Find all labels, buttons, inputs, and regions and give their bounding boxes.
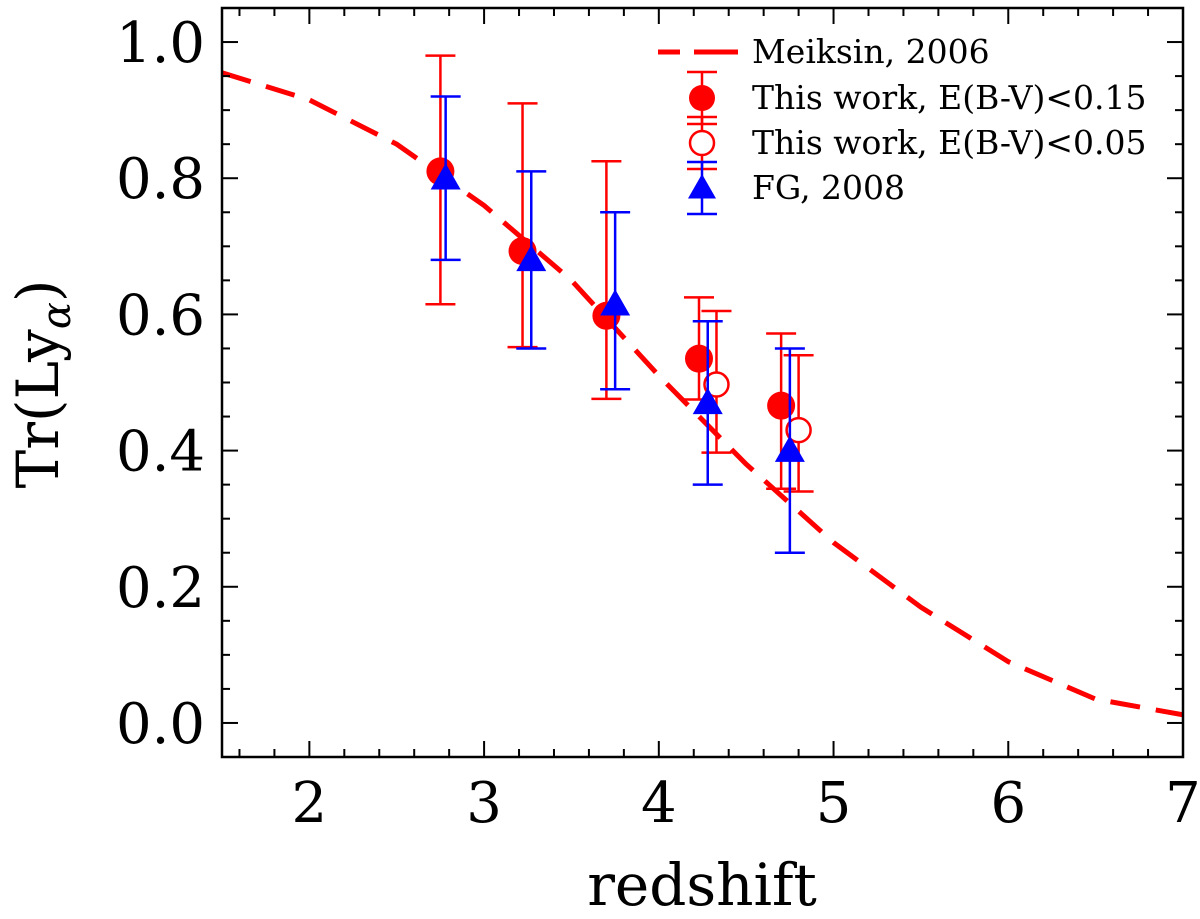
y-axis-label-subscript: α (34, 302, 80, 329)
y-tick-label: 0.0 (116, 692, 205, 757)
x-axis-label: redshift (587, 851, 817, 919)
legend-entry-label: This work, E(B-V)<0.05 (752, 123, 1147, 162)
data-point-open-circle-0 (703, 371, 730, 398)
y-tick-label: 0.2 (116, 556, 205, 621)
data-point-triangle-0 (430, 163, 461, 190)
plot-area (222, 54, 1183, 718)
legend: Meiksin, 2006 This work, E(B-V)<0.15 This … (658, 32, 1147, 216)
data-point-triangle-1 (516, 244, 547, 272)
x-tick-label: 4 (641, 771, 677, 836)
data-point-triangle-2 (600, 289, 631, 316)
data-point-open-circle-1 (785, 416, 812, 444)
series-line-meiksin (222, 70, 1183, 718)
data-point-triangle-4 (774, 435, 805, 462)
legend-marker-triangle (688, 174, 716, 199)
legend-entry-label: This work, E(B-V)<0.15 (752, 78, 1147, 117)
data-point-filled-circle-3 (685, 344, 714, 373)
legend-entry-label: Meiksin, 2006 (752, 32, 990, 71)
y-axis-label-close: ) (4, 280, 72, 303)
legend-marker-open-circle (688, 129, 716, 157)
legend-entry-label: FG, 2008 (752, 168, 905, 207)
y-tick-label: 0.6 (116, 283, 205, 348)
data-point-triangle-3 (692, 387, 723, 415)
x-tick-label: 6 (990, 771, 1026, 836)
plot-inner (222, 54, 1183, 718)
y-axis-label-main: Tr(Ly (4, 329, 72, 489)
legend-marker-filled-circle (689, 85, 715, 111)
x-tick-label: 2 (292, 771, 328, 836)
y-tick-label: 0.4 (116, 420, 205, 485)
data-point-filled-circle-4 (767, 391, 796, 420)
x-tick-label: 7 (1165, 771, 1200, 836)
y-tick-label: 1.0 (116, 11, 205, 76)
axes: 2 3 4 5 6 7 0.0 0.2 0.4 0.6 0.8 1.0 (116, 6, 1200, 836)
y-axis-label: Tr(Lyα) (4, 280, 80, 489)
x-tick-label: 5 (816, 771, 852, 836)
x-tick-label: 3 (466, 771, 502, 836)
y-tick-label: 0.8 (116, 147, 205, 212)
